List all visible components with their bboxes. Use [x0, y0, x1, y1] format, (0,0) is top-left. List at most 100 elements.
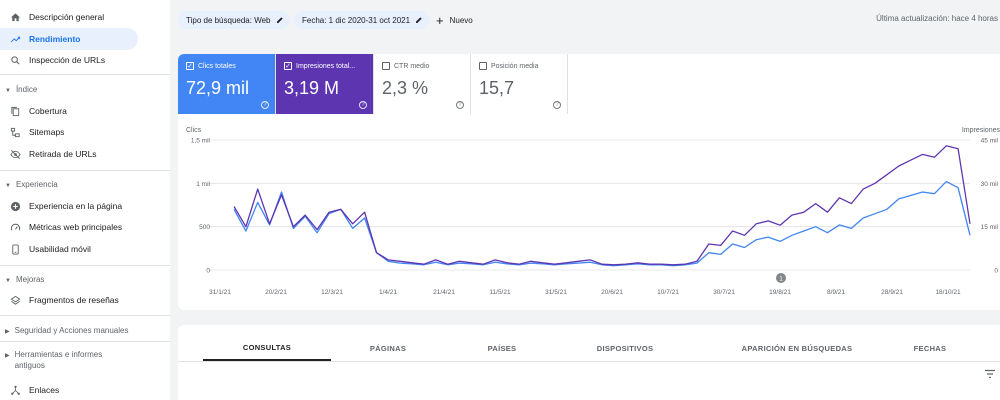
- sidebar-item-label: Rendimiento: [29, 34, 81, 44]
- speed-icon: [9, 221, 21, 233]
- tabs-divider: [178, 361, 1000, 362]
- x-tick-label: 31/1/21: [209, 289, 231, 296]
- checkbox-checked-icon[interactable]: ✓: [186, 62, 194, 70]
- sidebar-item-label: Sitemaps: [29, 127, 65, 137]
- sidebar-item-sitemaps[interactable]: Sitemaps: [0, 121, 138, 143]
- tab-queries[interactable]: CONSULTAS: [203, 335, 331, 361]
- sidebar-item-coverage[interactable]: Cobertura: [0, 100, 138, 122]
- edit-icon: [276, 17, 283, 23]
- checkbox-checked-icon[interactable]: ✓: [284, 62, 292, 70]
- section-legacy-tools[interactable]: ▶ Herramientas e informes antiguos: [5, 350, 103, 370]
- x-tick-label: 10/7/21: [657, 289, 679, 296]
- sidebar-item-label: Retirada de URLs: [29, 149, 97, 159]
- metric-clicks[interactable]: ✓ Clics totales 72,9 mil ?: [178, 54, 276, 114]
- performance-chart: Clics Impresiones 1,5 mil 45 mil 1 mil 30 mil…: [178, 118, 1000, 308]
- smartphone-icon: [9, 243, 21, 255]
- sidebar-item-label: Métricas web principales: [29, 222, 123, 232]
- x-tick-label: 1/4/21: [379, 289, 397, 296]
- series-line-impresiones: [233, 145, 971, 266]
- x-tick-label: 8/9/21: [827, 289, 845, 296]
- sidebar-item-label: Experiencia en la página: [29, 201, 123, 211]
- help-icon[interactable]: ?: [359, 101, 367, 109]
- sidebar-item-label: Fragmentos de reseñas: [29, 295, 119, 305]
- checkbox-unchecked-icon[interactable]: [382, 62, 390, 70]
- sidebar-item-performance[interactable]: Rendimiento: [0, 28, 138, 50]
- line-chart: Clics Impresiones 1,5 mil 45 mil 1 mil 30 mil…: [186, 127, 1000, 296]
- date-filter-chip[interactable]: Fecha: 1 dic 2020-31 oct 2021: [294, 11, 430, 29]
- x-tick-label: 19/8/21: [769, 289, 791, 296]
- links-icon: [9, 384, 21, 396]
- metric-ctr[interactable]: CTR medio 2,3 % ?: [374, 54, 471, 114]
- sidebar-item-url-inspection[interactable]: Inspección de URLs: [0, 49, 138, 71]
- sidebar-item-label: Usabilidad móvil: [29, 244, 91, 254]
- divider: [0, 315, 170, 316]
- x-tick-label: 11/5/21: [489, 289, 511, 296]
- plus-icon: +: [436, 12, 444, 28]
- tab-countries[interactable]: PAÍSES: [487, 343, 517, 353]
- caret-right-icon: ▶: [5, 353, 10, 359]
- section-indice[interactable]: ▼ Índice: [0, 84, 165, 97]
- last-updated-text: Última actualización: hace 4 horas: [876, 14, 998, 23]
- sidebar-item-core-web-vitals[interactable]: Métricas web principales: [0, 216, 138, 238]
- checkbox-unchecked-icon[interactable]: [479, 62, 487, 70]
- tab-dates[interactable]: FECHAS: [913, 343, 947, 353]
- divider: [0, 74, 170, 75]
- metric-value: 15,7: [479, 78, 515, 98]
- section-mejoras[interactable]: ▼ Mejoras: [0, 274, 165, 287]
- x-tick-label: 20/2/21: [265, 289, 287, 296]
- divider: [0, 341, 170, 342]
- help-icon[interactable]: ?: [261, 101, 269, 109]
- section-security[interactable]: ▶ Seguridad y Acciones manuales: [0, 325, 165, 338]
- layers-icon: [9, 294, 21, 306]
- new-filter-button[interactable]: + Nuevo: [436, 12, 473, 28]
- sidebar-item-links[interactable]: Enlaces: [0, 379, 138, 400]
- sidebar-item-label: Enlaces: [29, 385, 60, 395]
- caret-down-icon: ▼: [5, 183, 11, 189]
- right-tick-label: 0: [994, 268, 998, 275]
- divider: [0, 265, 170, 266]
- left-tick-label: 500: [199, 224, 210, 231]
- filter-icon[interactable]: [984, 369, 996, 379]
- visibility-off-icon: [9, 148, 21, 160]
- annotation-marker: [776, 273, 786, 283]
- metric-impressions[interactable]: ✓ Impresiones total... 3,19 M ?: [276, 54, 374, 114]
- sidebar-item-review-snippets[interactable]: Fragmentos de reseñas: [0, 289, 138, 311]
- right-tick-label: 15 mil: [981, 224, 999, 231]
- metric-position[interactable]: Posición media 15,7 ?: [471, 54, 568, 114]
- left-tick-label: 1 mil: [196, 181, 210, 188]
- performance-card: ✓ Clics totales 72,9 mil ? ✓ Impresiones t…: [178, 54, 1000, 310]
- sidebar: Descripción general Rendimiento Inspecci…: [0, 0, 170, 400]
- sidebar-item-page-experience[interactable]: Experiencia en la página: [0, 195, 138, 217]
- help-icon[interactable]: ?: [456, 101, 464, 109]
- sidebar-item-label: Inspección de URLs: [29, 55, 106, 65]
- sidebar-item-mobile-usability[interactable]: Usabilidad móvil: [0, 238, 138, 260]
- tab-pages[interactable]: PÁGINAS: [369, 343, 407, 353]
- right-tick-label: 45 mil: [981, 138, 999, 145]
- left-tick-label: 1,5 mil: [191, 138, 211, 145]
- sidebar-item-overview[interactable]: Descripción general: [0, 6, 138, 28]
- metric-value: 72,9 mil: [186, 78, 250, 98]
- x-tick-label: 21/4/21: [433, 289, 455, 296]
- metric-value: 2,3 %: [382, 78, 429, 98]
- sidebar-item-label: Cobertura: [29, 106, 67, 116]
- right-tick-label: 30 mil: [981, 181, 999, 188]
- tab-search-appearance[interactable]: APARICIÓN EN BÚSQUEDAS: [741, 343, 853, 353]
- metric-value: 3,19 M: [284, 78, 340, 98]
- home-icon: [9, 11, 21, 23]
- annotation-label: 1: [779, 276, 783, 283]
- caret-down-icon: ▼: [5, 278, 11, 284]
- x-tick-label: 20/6/21: [601, 289, 623, 296]
- tab-devices[interactable]: DISPOSITIVOS: [596, 343, 654, 353]
- right-axis-label: Impresiones: [962, 127, 1000, 134]
- caret-right-icon: ▶: [5, 329, 10, 335]
- sidebar-item-label: Descripción general: [29, 12, 105, 22]
- sidebar-item-removals[interactable]: Retirada de URLs: [0, 143, 138, 165]
- caret-down-icon: ▼: [5, 88, 11, 94]
- left-tick-label: 0: [206, 268, 210, 275]
- x-tick-label: 31/5/21: [545, 289, 567, 296]
- trending-up-icon: [9, 33, 21, 45]
- section-experiencia[interactable]: ▼ Experiencia: [0, 179, 165, 192]
- filter-bar: Tipo de búsqueda: Web Fecha: 1 dic 2020-…: [170, 0, 1000, 40]
- search-type-filter-chip[interactable]: Tipo de búsqueda: Web: [178, 11, 290, 29]
- help-icon[interactable]: ?: [553, 101, 561, 109]
